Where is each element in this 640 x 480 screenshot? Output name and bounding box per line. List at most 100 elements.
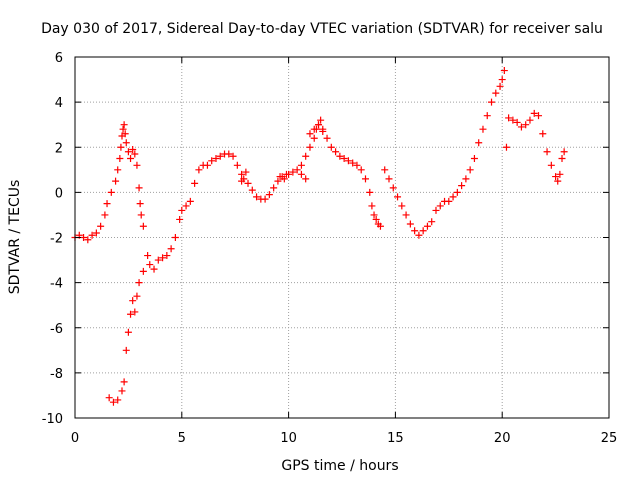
data-point bbox=[244, 179, 252, 187]
data-point bbox=[492, 89, 500, 97]
data-point bbox=[381, 166, 389, 174]
data-point bbox=[327, 143, 335, 151]
y-tick-label: -10 bbox=[42, 412, 63, 427]
data-point bbox=[361, 175, 369, 183]
data-point bbox=[340, 155, 348, 163]
x-tick-label: 10 bbox=[280, 431, 297, 446]
data-point bbox=[509, 116, 517, 124]
data-point bbox=[498, 76, 506, 84]
data-point bbox=[233, 161, 241, 169]
data-point bbox=[139, 267, 147, 275]
data-point bbox=[547, 161, 555, 169]
y-tick-label: -4 bbox=[50, 277, 63, 292]
data-point bbox=[560, 148, 568, 156]
data-point bbox=[539, 130, 547, 138]
data-point bbox=[319, 127, 327, 135]
data-point bbox=[535, 112, 543, 120]
data-point bbox=[229, 152, 237, 160]
data-point bbox=[517, 123, 525, 131]
data-point bbox=[112, 177, 120, 185]
data-point bbox=[116, 155, 124, 163]
data-point bbox=[394, 193, 402, 201]
data-point bbox=[389, 184, 397, 192]
data-point bbox=[186, 197, 194, 205]
data-point bbox=[496, 82, 504, 90]
y-tick-label: 6 bbox=[55, 51, 63, 66]
data-point bbox=[323, 134, 331, 142]
data-point bbox=[368, 202, 376, 210]
data-point bbox=[225, 150, 233, 158]
data-point bbox=[80, 234, 88, 241]
data-point bbox=[297, 161, 305, 169]
data-point bbox=[411, 227, 419, 235]
data-point bbox=[522, 121, 530, 129]
data-point bbox=[135, 279, 143, 287]
data-point bbox=[97, 222, 105, 230]
data-point bbox=[127, 310, 135, 318]
data-point bbox=[302, 175, 310, 183]
data-point bbox=[302, 152, 310, 160]
data-point bbox=[176, 215, 184, 223]
data-point bbox=[129, 297, 137, 305]
data-point bbox=[402, 211, 410, 219]
data-point bbox=[558, 155, 566, 163]
data-point bbox=[131, 150, 139, 158]
data-point bbox=[423, 222, 431, 230]
data-point bbox=[114, 396, 122, 404]
data-point bbox=[366, 188, 374, 196]
data-point bbox=[182, 202, 190, 210]
data-point bbox=[139, 222, 147, 230]
data-point bbox=[543, 148, 551, 156]
x-tick-label: 25 bbox=[601, 431, 618, 446]
data-point bbox=[297, 170, 305, 178]
data-point bbox=[122, 139, 130, 147]
data-point bbox=[428, 218, 436, 226]
data-point bbox=[436, 202, 444, 210]
data-point bbox=[84, 236, 92, 244]
y-tick-label: -2 bbox=[50, 232, 63, 247]
data-point bbox=[253, 193, 261, 201]
x-tick-label: 20 bbox=[494, 431, 511, 446]
data-point bbox=[163, 252, 171, 260]
data-point bbox=[171, 234, 179, 241]
data-point bbox=[146, 261, 154, 269]
data-point bbox=[274, 177, 282, 185]
data-point bbox=[289, 168, 297, 176]
data-point bbox=[154, 256, 162, 264]
data-point bbox=[137, 211, 145, 219]
x-tick-label: 5 bbox=[178, 431, 186, 446]
data-point bbox=[103, 200, 111, 208]
data-point bbox=[178, 206, 186, 214]
data-point bbox=[376, 222, 384, 230]
data-point bbox=[513, 118, 521, 126]
data-point bbox=[144, 252, 152, 260]
data-points bbox=[71, 67, 568, 406]
data-point bbox=[398, 202, 406, 210]
data-point bbox=[208, 157, 216, 165]
data-point bbox=[466, 166, 474, 174]
data-point bbox=[315, 121, 323, 129]
data-point bbox=[502, 143, 510, 151]
data-point bbox=[349, 159, 357, 167]
data-point bbox=[238, 170, 246, 178]
y-tick-label: 2 bbox=[55, 141, 63, 156]
data-point bbox=[117, 143, 125, 151]
data-point bbox=[483, 112, 491, 120]
data-point bbox=[195, 166, 203, 174]
data-point bbox=[317, 116, 325, 124]
data-point bbox=[120, 121, 128, 129]
data-point bbox=[135, 184, 143, 192]
data-point bbox=[370, 211, 378, 219]
data-point bbox=[458, 182, 466, 190]
data-point bbox=[248, 186, 256, 194]
data-point bbox=[212, 155, 220, 163]
data-point bbox=[124, 148, 132, 156]
data-point bbox=[293, 166, 301, 174]
data-point bbox=[203, 161, 211, 169]
y-tick-label: 0 bbox=[55, 186, 63, 201]
data-point bbox=[552, 173, 560, 181]
grid-lines bbox=[75, 57, 609, 418]
data-point bbox=[119, 125, 127, 133]
data-point bbox=[216, 152, 224, 160]
data-point bbox=[133, 292, 141, 300]
